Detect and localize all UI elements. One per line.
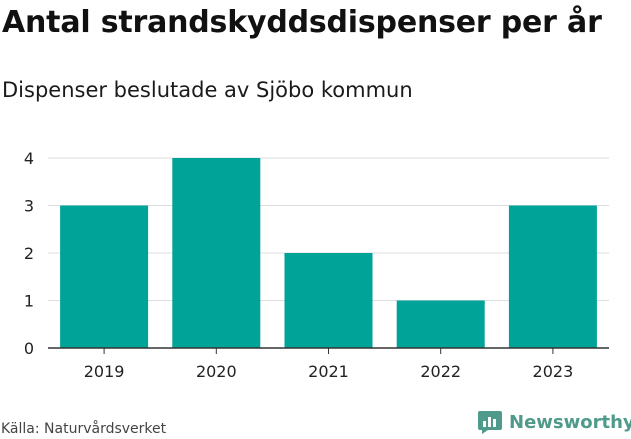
bar-2019 <box>60 205 149 348</box>
y-tick-label: 0 <box>24 339 34 358</box>
brand-logo: Newsworthy <box>477 408 631 436</box>
x-tick-label: 2020 <box>196 362 237 381</box>
y-tick-label: 3 <box>24 197 34 216</box>
bar-2023 <box>508 205 597 348</box>
bars <box>60 158 597 348</box>
brand-name: Newsworthy <box>509 411 631 433</box>
x-tick-label: 2023 <box>533 362 574 381</box>
chart-subtitle: Dispenser beslutade av Sjöbo kommun <box>2 78 413 102</box>
x-tick-label: 2022 <box>420 362 461 381</box>
x-tick-label: 2019 <box>84 362 125 381</box>
newsworthy-logo-icon <box>478 411 502 434</box>
y-tick-label: 2 <box>24 244 34 263</box>
bar-2021 <box>284 253 373 348</box>
y-tick-labels: 0 1 2 3 4 <box>24 149 34 358</box>
x-tick-labels: 2019 2020 2021 2022 2023 <box>84 348 574 381</box>
y-tick-label: 1 <box>24 292 34 311</box>
chart-title: Antal strandskyddsdispenser per år <box>2 5 602 40</box>
y-tick-label: 4 <box>24 149 34 168</box>
source-note: Källa: Naturvårdsverket <box>1 421 167 437</box>
bar-2020 <box>172 158 261 348</box>
bar-2022 <box>396 300 485 348</box>
x-tick-label: 2021 <box>308 362 349 381</box>
